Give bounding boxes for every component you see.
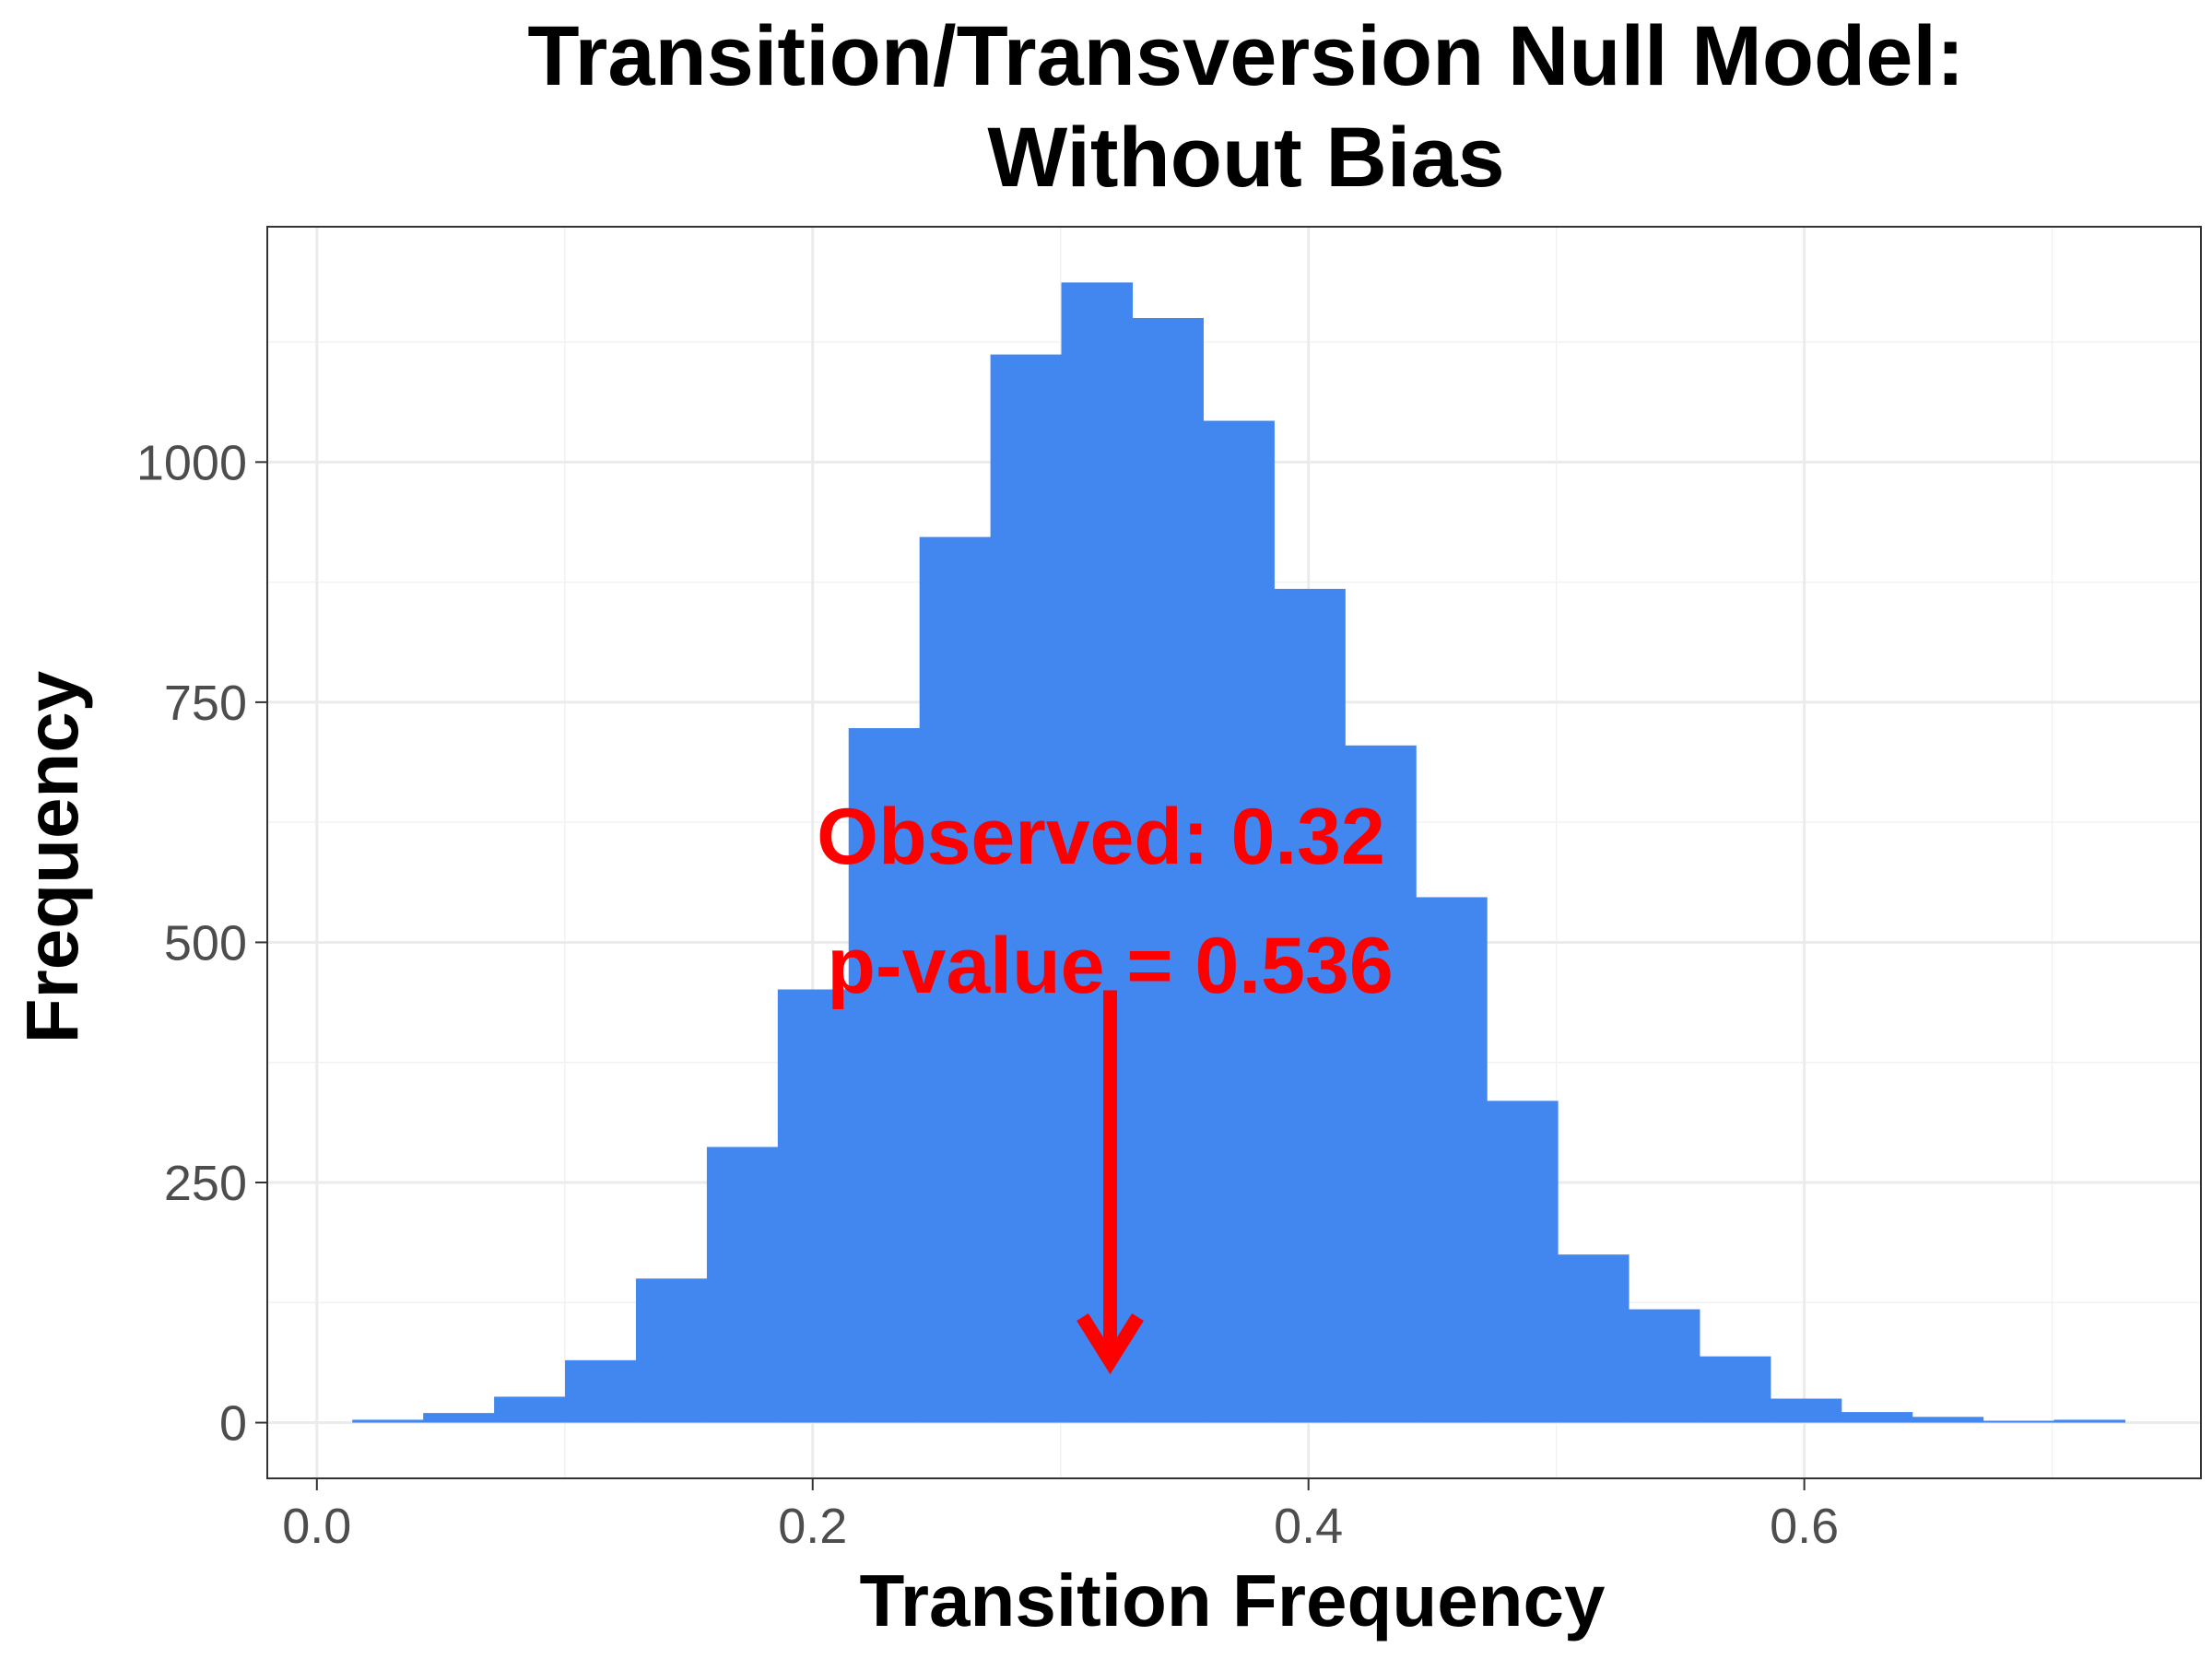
- histogram-bar: [1274, 588, 1346, 1423]
- histogram-bar: [2053, 1419, 2126, 1423]
- histogram-bar: [990, 354, 1063, 1423]
- histogram-bar: [635, 1278, 708, 1423]
- x-tick-label: 0.6: [1770, 1499, 1839, 1554]
- observed-value-label: Observed: 0.32: [817, 793, 1385, 881]
- histogram-bar: [1487, 1100, 1559, 1423]
- y-tick-label: 750: [164, 676, 247, 731]
- x-tick-label: 0.4: [1274, 1499, 1343, 1554]
- histogram-bar: [1132, 318, 1204, 1423]
- histogram-bar: [919, 536, 992, 1423]
- histogram-bar: [423, 1413, 495, 1423]
- y-tick-label: 0: [219, 1396, 247, 1452]
- observed-annotation: Observed: 0.32 p-value = 0.536: [817, 793, 1394, 1375]
- y-tick-label: 500: [164, 915, 247, 971]
- histogram-bar: [1558, 1254, 1630, 1423]
- y-tick-label: 250: [164, 1156, 247, 1211]
- histogram-bar: [1345, 745, 1417, 1423]
- histogram-bar: [706, 1147, 779, 1423]
- y-tick-label: 1000: [136, 435, 247, 490]
- histogram-bar: [1628, 1309, 1700, 1423]
- histogram-bar: [1699, 1356, 1771, 1423]
- histogram-bar: [565, 1359, 637, 1423]
- plot-panel-border: [266, 226, 2202, 1479]
- p-value-label: p-value = 0.536: [827, 922, 1393, 1010]
- chart-title-line-1: Transition/Transversion Null Model:: [527, 9, 1964, 103]
- histogram-bar: [1841, 1412, 1913, 1423]
- histogram-bar: [777, 989, 850, 1423]
- chart-title-line-2: Without Bias: [987, 111, 1504, 205]
- histogram-bar: [1061, 282, 1134, 1423]
- histogram-bar: [1203, 420, 1275, 1423]
- observed-arrow-head: [1077, 1313, 1144, 1375]
- histogram-bar: [352, 1419, 424, 1423]
- x-tick-label: 0.0: [282, 1499, 351, 1554]
- histogram-bar: [1983, 1420, 2055, 1423]
- histogram-bars: [352, 282, 2126, 1423]
- histogram-bar: [494, 1396, 566, 1423]
- y-axis-title: Frequency: [11, 670, 93, 1043]
- x-axis-title: Transition Frequency: [859, 1559, 1606, 1641]
- x-axis-ticks: 0.0 0.2 0.4 0.6: [282, 1478, 1839, 1554]
- histogram-bar: [848, 728, 921, 1423]
- histogram-bar: [1912, 1417, 1984, 1423]
- histogram-bar: [1770, 1398, 1842, 1423]
- histogram-bar: [1416, 897, 1488, 1423]
- x-tick-label: 0.2: [778, 1499, 847, 1554]
- y-axis-ticks: 0 250 500 750 1000: [136, 435, 267, 1452]
